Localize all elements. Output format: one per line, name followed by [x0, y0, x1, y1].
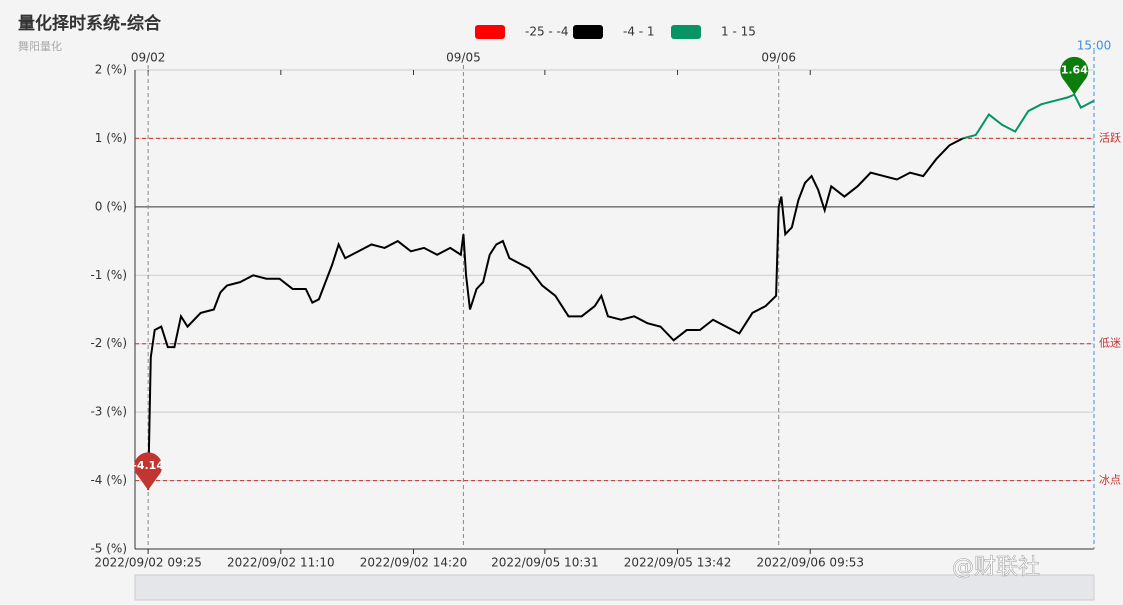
legend-label: 1 - 15 [721, 25, 756, 39]
mark-line-label: 低迷 [1099, 337, 1121, 350]
y-tick-label: 0 (%) [95, 199, 127, 213]
mark-line-label: 活跃 [1099, 130, 1121, 144]
y-tick-label: -5 (%) [90, 542, 127, 556]
legend-swatch[interactable] [475, 25, 505, 39]
legend-label: -25 - -4 [525, 25, 569, 39]
day-label: 09/05 [446, 51, 481, 65]
x-tick-label: 2022/09/02 14:20 [360, 556, 468, 570]
chart-subtitle: 舞阳量化 [18, 39, 62, 53]
x-tick-label: 2022/09/02 09:25 [94, 556, 202, 570]
x-tick-label: 2022/09/06 09:53 [756, 556, 864, 570]
y-tick-label: -2 (%) [90, 336, 127, 350]
y-tick-label: -4 (%) [90, 473, 127, 487]
extreme-label: -4.14 [132, 459, 164, 472]
extreme-pin [1060, 56, 1089, 95]
y-tick-label: 1 (%) [95, 131, 127, 145]
x-tick-label: 2022/09/05 13:42 [624, 556, 732, 570]
x-tick-label: 2022/09/02 11:10 [227, 556, 335, 570]
y-tick-label: -1 (%) [90, 268, 127, 282]
data-zoom[interactable] [134, 574, 1095, 601]
extreme-label: 1.64 [1061, 64, 1088, 77]
x-tick-label: 2022/09/05 10:31 [491, 556, 599, 570]
end-label: 15:00 [1077, 39, 1112, 53]
day-label: 09/02 [131, 51, 166, 65]
watermark: @财联社 [952, 555, 1040, 580]
legend-label: -4 - 1 [623, 25, 655, 39]
y-tick-label: 2 (%) [95, 63, 127, 77]
mark-line-label: 冰点 [1099, 474, 1121, 487]
series-line [147, 93, 1095, 491]
legend-swatch[interactable] [671, 25, 701, 39]
y-tick-label: -3 (%) [90, 405, 127, 419]
extreme-pin [134, 452, 163, 491]
chart-title: 量化择时系统-综合 [18, 13, 162, 34]
legend-swatch[interactable] [573, 25, 603, 39]
day-label: 09/06 [761, 51, 796, 65]
